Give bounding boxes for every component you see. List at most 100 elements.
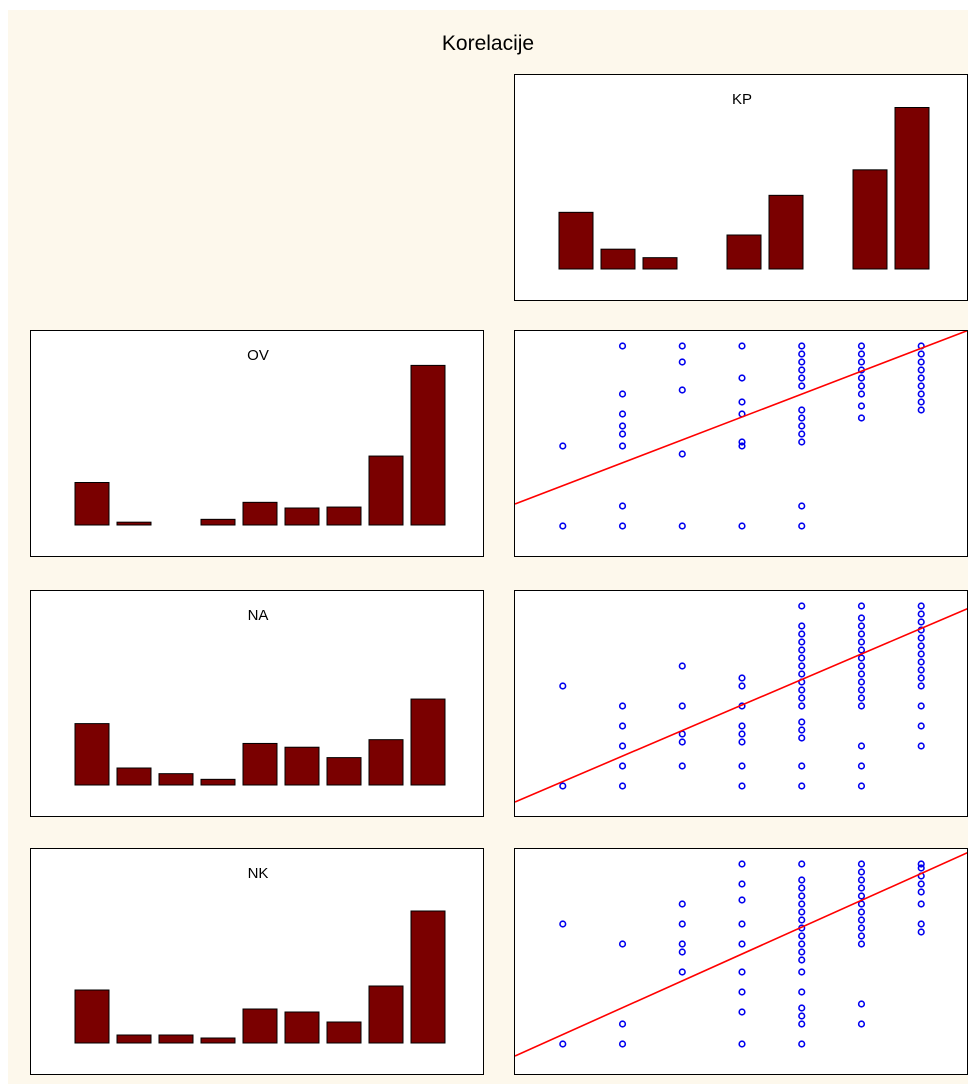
data-point <box>798 916 806 924</box>
data-point <box>857 390 866 398</box>
scatter-NK-KP-svg <box>515 852 967 1057</box>
bar-7 <box>326 757 362 786</box>
data-point <box>798 358 806 366</box>
data-point <box>857 1000 866 1008</box>
data-point <box>917 634 925 642</box>
data-point <box>857 892 866 900</box>
bar-5 <box>726 234 762 270</box>
bar-9 <box>410 364 446 526</box>
data-point <box>798 438 806 446</box>
data-point <box>678 920 686 928</box>
data-point <box>798 430 806 438</box>
bar-1 <box>74 482 110 526</box>
data-point <box>618 722 627 730</box>
data-point <box>559 522 567 530</box>
data-point <box>618 422 627 430</box>
data-point <box>618 342 627 350</box>
data-point <box>738 374 746 382</box>
data-point <box>857 342 866 350</box>
data-point <box>678 738 686 746</box>
bar-3 <box>158 1034 194 1044</box>
data-point <box>559 920 567 928</box>
regression-line <box>515 331 967 505</box>
data-point <box>857 782 866 790</box>
data-point <box>798 718 806 726</box>
hist-KP-svg: KP <box>558 91 930 270</box>
data-point <box>798 686 806 694</box>
data-point <box>798 382 806 390</box>
data-point <box>857 414 866 422</box>
data-point <box>917 650 925 658</box>
bar-9 <box>410 910 446 1044</box>
data-point <box>917 900 925 908</box>
bar-4 <box>200 778 236 786</box>
data-point <box>917 928 925 936</box>
data-point <box>857 374 866 382</box>
chart-title: OV <box>247 347 269 364</box>
data-point <box>917 610 925 618</box>
bar-9 <box>410 698 446 786</box>
data-point <box>738 762 746 770</box>
bar-5 <box>242 742 278 786</box>
data-point <box>798 342 806 350</box>
histogram-na-panel: NA <box>30 590 484 817</box>
data-point <box>559 682 567 690</box>
data-point <box>917 358 925 366</box>
data-point <box>738 860 746 868</box>
scatter-ov-kp-panel <box>514 330 968 557</box>
data-point <box>798 908 806 916</box>
data-point <box>857 742 866 750</box>
data-point <box>798 422 806 430</box>
data-point <box>798 956 806 964</box>
data-point <box>917 722 925 730</box>
data-point <box>857 686 866 694</box>
data-point <box>738 920 746 928</box>
data-point <box>857 924 866 932</box>
data-point <box>857 602 866 610</box>
data-point <box>738 342 746 350</box>
data-point <box>917 406 925 414</box>
bar-8 <box>368 985 404 1044</box>
data-point <box>798 366 806 374</box>
data-point <box>917 888 925 896</box>
data-point <box>798 900 806 908</box>
data-point <box>618 940 627 948</box>
data-point <box>798 860 806 868</box>
data-point <box>798 968 806 976</box>
data-point <box>857 654 866 662</box>
data-point <box>917 390 925 398</box>
data-point <box>678 450 686 458</box>
data-point <box>798 350 806 358</box>
data-point <box>798 622 806 630</box>
data-point <box>857 932 866 940</box>
data-point <box>798 654 806 662</box>
data-point <box>618 702 627 710</box>
bar-6 <box>768 194 804 270</box>
data-point <box>738 1040 746 1048</box>
data-point <box>857 614 866 622</box>
data-point <box>618 390 627 398</box>
bar-7 <box>326 1021 362 1044</box>
data-point <box>798 884 806 892</box>
hist-NA-svg: NA <box>74 607 446 786</box>
data-point <box>618 1040 627 1048</box>
histogram-ov-panel: OV <box>30 330 484 557</box>
bar-3 <box>642 257 678 270</box>
data-point <box>857 908 866 916</box>
data-point <box>857 402 866 410</box>
data-point <box>559 782 567 790</box>
data-point <box>857 630 866 638</box>
regression-line <box>515 852 967 1057</box>
data-point <box>917 860 925 868</box>
chart-title: KP <box>732 91 752 108</box>
data-point <box>618 502 627 510</box>
data-point <box>857 884 866 892</box>
data-point <box>798 734 806 742</box>
data-point <box>857 646 866 654</box>
bar-5 <box>242 501 278 526</box>
data-point <box>678 968 686 976</box>
data-point <box>798 948 806 956</box>
data-point <box>857 382 866 390</box>
data-point <box>738 738 746 746</box>
data-point <box>798 406 806 414</box>
